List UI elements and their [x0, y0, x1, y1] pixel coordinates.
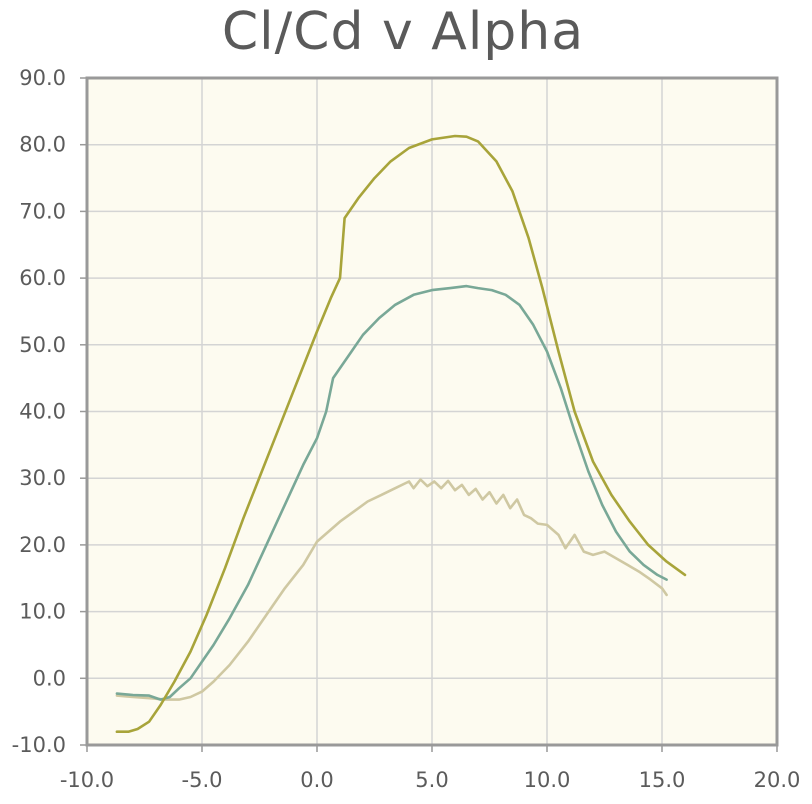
y-tick-label: -10.0: [12, 733, 66, 757]
y-tick-label: 80.0: [19, 133, 66, 157]
x-tick-label: 10.0: [524, 768, 571, 792]
x-tick-label: 5.0: [415, 768, 448, 792]
plot-frame: [85, 76, 779, 747]
x-axis-ticks: -10.0 -5.0 0.0 5.0 10.0 15.0 20.0: [60, 768, 801, 792]
y-tick-label: 70.0: [19, 199, 66, 223]
series-line-2: [115, 284, 668, 701]
y-axis-ticks: -10.0 0.0 10.0 20.0 30.0 40.0 50.0 60.0 70.0 80.0…: [12, 66, 66, 757]
y-tick-label: 50.0: [19, 333, 66, 357]
x-tick-label: 0.0: [300, 768, 333, 792]
x-tick-label: 15.0: [639, 768, 686, 792]
y-tick-label: 60.0: [19, 266, 66, 290]
series-layer: [115, 134, 687, 733]
x-tick-label: -5.0: [182, 768, 223, 792]
x-tick-label: 20.0: [754, 768, 801, 792]
y-tick-label: 30.0: [19, 466, 66, 490]
series-line-1: [115, 134, 687, 733]
y-tick-label: 90.0: [19, 66, 66, 90]
x-tick-label: -10.0: [60, 768, 114, 792]
y-tick-label: 10.0: [19, 600, 66, 624]
y-tick-label: 20.0: [19, 533, 66, 557]
series-line-3: [115, 478, 668, 701]
y-tick-label: 40.0: [19, 400, 66, 424]
y-tick-label: 0.0: [33, 666, 66, 690]
chart-title: Cl/Cd v Alpha: [221, 2, 585, 62]
